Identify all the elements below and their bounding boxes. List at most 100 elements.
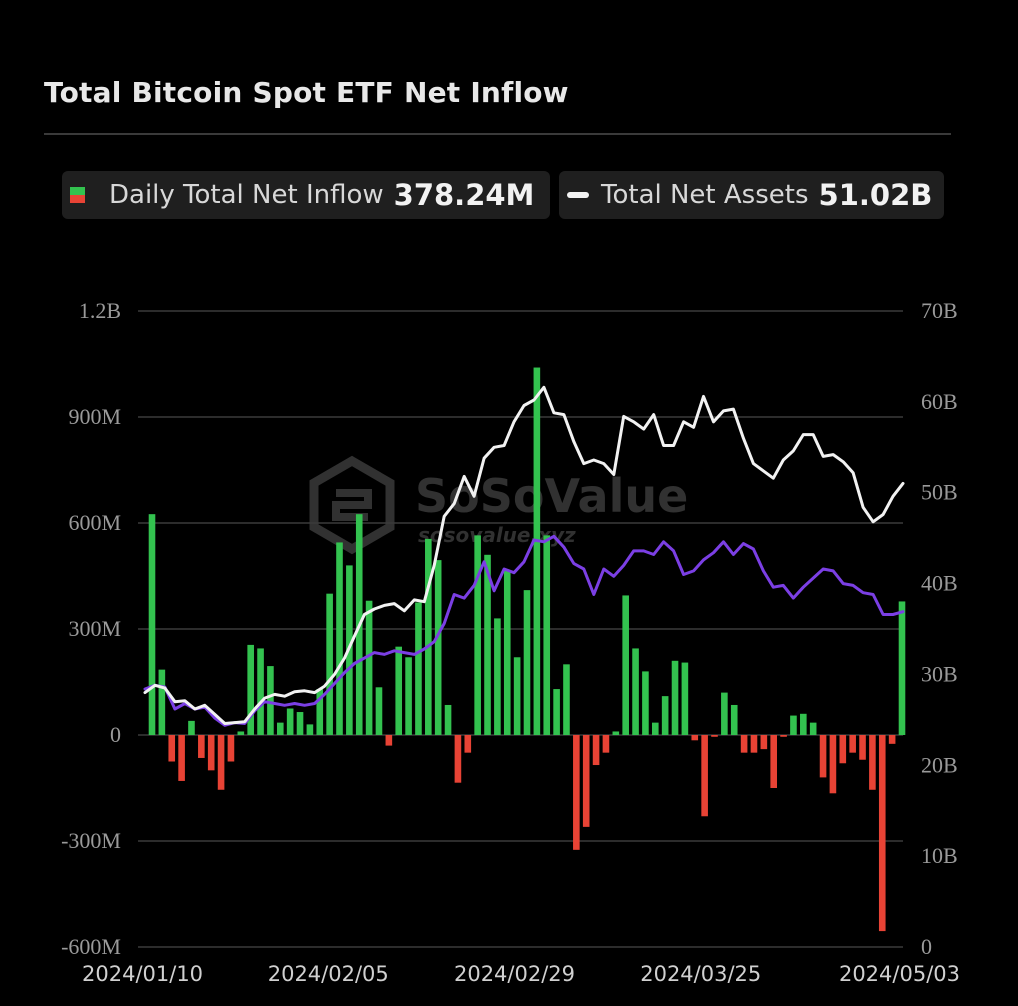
y-right-tick: 10B bbox=[921, 843, 958, 868]
sosovalue-watermark: SoSoValue sosovalue.xyz bbox=[309, 455, 688, 555]
legend-assets-value: 51.02B bbox=[818, 178, 933, 212]
legend-inflow-value: 378.24M bbox=[393, 178, 535, 212]
assets-line-swatch-icon bbox=[567, 192, 589, 198]
inflow-swatch-icon bbox=[70, 187, 85, 203]
inflow-bar bbox=[484, 554, 491, 735]
inflow-bar bbox=[217, 735, 225, 790]
x-tick: 2024/03/25 bbox=[640, 962, 761, 986]
inflow-bar bbox=[158, 669, 166, 735]
inflow-bar bbox=[267, 666, 274, 735]
y-left-tick: 0 bbox=[110, 722, 121, 747]
sosovalue-logo-icon bbox=[309, 455, 395, 555]
inflow-bar bbox=[148, 514, 156, 735]
legend-inflow-label: Daily Total Net Inflow bbox=[109, 180, 384, 210]
y-right-tick: 50B bbox=[921, 480, 958, 505]
inflow-bar bbox=[612, 731, 620, 735]
inflow-bar bbox=[651, 722, 659, 735]
inflow-bar bbox=[730, 704, 738, 735]
inflow-bar bbox=[898, 601, 906, 735]
inflow-bar bbox=[642, 671, 649, 735]
inflow-bar bbox=[888, 735, 896, 744]
inflow-bar bbox=[711, 735, 718, 737]
inflow-bar bbox=[316, 689, 324, 735]
inflow-bar bbox=[681, 662, 689, 735]
inflow-bar bbox=[582, 735, 590, 827]
inflow-bar bbox=[227, 735, 235, 762]
grid-lines bbox=[138, 310, 903, 948]
inflow-bar bbox=[839, 735, 847, 764]
inflow-bar bbox=[523, 590, 531, 735]
inflow-bar bbox=[869, 735, 876, 790]
inflow-bar bbox=[721, 692, 728, 735]
y-left-tick: 1.2B bbox=[79, 298, 121, 323]
chart-title: Total Bitcoin Spot ETF Net Inflow bbox=[44, 76, 569, 109]
series-lines bbox=[143, 385, 905, 727]
inflow-bar bbox=[809, 722, 817, 735]
inflow-bar bbox=[513, 657, 521, 735]
inflow-bar bbox=[740, 735, 748, 753]
inflow-bar bbox=[849, 735, 856, 753]
inflow-bar bbox=[415, 602, 422, 735]
x-tick: 2024/01/10 bbox=[82, 962, 203, 986]
inflow-bar bbox=[533, 367, 541, 735]
inflow-bar bbox=[632, 648, 639, 735]
inflow-bar bbox=[425, 538, 432, 735]
inflow-bar bbox=[375, 687, 383, 735]
inflow-bar bbox=[780, 735, 787, 737]
y-right-tick: 70B bbox=[921, 298, 958, 323]
inflow-bar bbox=[573, 735, 580, 850]
inflow-bar bbox=[750, 735, 758, 753]
inflow-bar bbox=[286, 708, 294, 735]
inflow-bar bbox=[247, 644, 254, 735]
inflow-bar bbox=[622, 595, 629, 735]
inflow-bar bbox=[306, 724, 314, 735]
total-net-assets-line bbox=[143, 385, 905, 725]
inflow-bar bbox=[691, 735, 699, 741]
inflow-bar bbox=[198, 735, 205, 758]
inflow-bar bbox=[790, 715, 797, 735]
inflow-bar bbox=[800, 713, 807, 735]
x-tick: 2024/05/03 bbox=[839, 962, 960, 986]
y-left-tick: -300M bbox=[61, 828, 121, 853]
inflow-bar bbox=[602, 735, 610, 753]
legend-assets[interactable]: Total Net Assets 51.02B bbox=[559, 171, 944, 219]
inflow-bar bbox=[207, 735, 215, 771]
inflow-bar bbox=[878, 735, 886, 932]
y-left-tick: 900M bbox=[68, 404, 121, 429]
inflow-bar bbox=[661, 696, 669, 735]
inflow-bar bbox=[553, 689, 560, 735]
inflow-bar bbox=[237, 731, 245, 735]
axis-ticks: 1.2B 900M 600M 300M 0 -300M -600M 70B 60B 50B 40B 3… bbox=[61, 298, 960, 986]
inflow-bar bbox=[257, 648, 264, 735]
inflow-bars bbox=[148, 367, 906, 932]
inflow-bar bbox=[434, 560, 442, 735]
y-left-tick: 600M bbox=[68, 510, 121, 535]
inflow-bar bbox=[474, 535, 481, 735]
btc-price-line bbox=[143, 534, 905, 727]
y-right-tick: 30B bbox=[921, 661, 958, 686]
y-right-tick: 20B bbox=[921, 752, 958, 777]
inflow-bar bbox=[188, 720, 195, 735]
inflow-bar bbox=[819, 735, 827, 778]
y-right-tick: 40B bbox=[921, 571, 958, 596]
title-divider bbox=[44, 133, 951, 135]
x-tick: 2024/02/29 bbox=[454, 962, 575, 986]
inflow-bar bbox=[454, 735, 462, 783]
legend-inflow[interactable]: Daily Total Net Inflow 378.24M bbox=[62, 171, 550, 219]
inflow-bar bbox=[178, 735, 185, 781]
inflow-bar bbox=[563, 664, 570, 735]
inflow-bar bbox=[503, 570, 511, 735]
inflow-bar bbox=[494, 618, 501, 735]
inflow-bar bbox=[592, 735, 600, 766]
inflow-bar bbox=[543, 535, 551, 735]
inflow-bar bbox=[395, 646, 403, 735]
x-tick: 2024/02/05 bbox=[268, 962, 389, 986]
inflow-bar bbox=[444, 704, 452, 735]
inflow-bar bbox=[365, 600, 373, 735]
inflow-bar bbox=[385, 735, 393, 746]
y-left-tick: 300M bbox=[68, 616, 121, 641]
inflow-bar bbox=[859, 735, 866, 760]
y-right-tick: 60B bbox=[921, 389, 958, 414]
inflow-bar bbox=[326, 593, 333, 735]
